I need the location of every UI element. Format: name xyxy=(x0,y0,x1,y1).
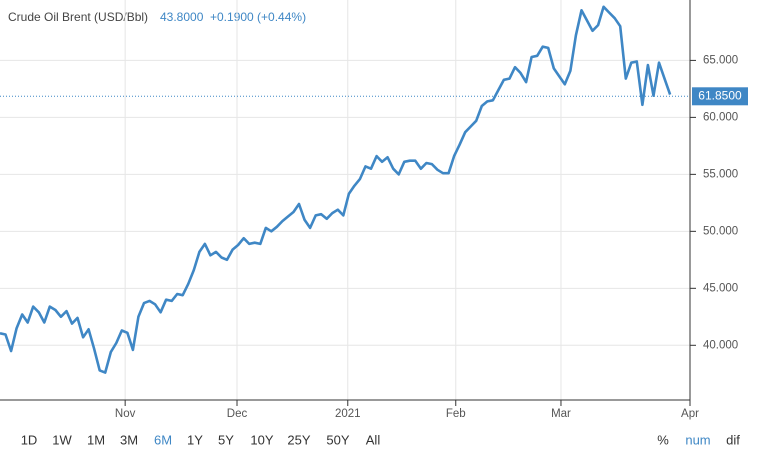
y-tick-label: 45.000 xyxy=(703,282,738,294)
range-button[interactable]: All xyxy=(366,432,381,447)
y-tick-label: 60.000 xyxy=(703,111,738,123)
y-tick-label: 55.000 xyxy=(703,168,738,180)
y-tick-label: 65.000 xyxy=(703,54,738,66)
mode-button[interactable]: num xyxy=(685,432,710,447)
mode-button[interactable]: dif xyxy=(726,432,740,447)
x-tick-label: 2021 xyxy=(335,408,361,420)
range-button[interactable]: 5Y xyxy=(218,432,234,447)
range-button[interactable]: 10Y xyxy=(250,432,273,447)
x-tick-label: Feb xyxy=(446,408,466,420)
price-line xyxy=(0,5,672,374)
chart-title: Crude Oil Brent (USD/Bbl) xyxy=(8,10,148,24)
change: +0.1900 (+0.44%) xyxy=(210,10,306,24)
range-button[interactable]: 3M xyxy=(120,432,138,447)
x-tick-label: Dec xyxy=(227,408,248,420)
range-button[interactable]: 1D xyxy=(21,432,38,447)
range-button[interactable]: 25Y xyxy=(287,432,310,447)
range-button[interactable]: 1M xyxy=(87,432,105,447)
last-price-box xyxy=(692,87,748,106)
range-button[interactable]: 1W xyxy=(52,432,72,447)
y-tick-label: 50.000 xyxy=(703,225,738,237)
last-price-label: 61.8500 xyxy=(698,88,742,102)
y-tick-label: 40.000 xyxy=(703,339,738,351)
range-button[interactable]: 6M xyxy=(154,432,172,447)
range-button[interactable]: 50Y xyxy=(326,432,349,447)
x-tick-label: Apr xyxy=(681,408,699,420)
range-button[interactable]: 1Y xyxy=(187,432,203,447)
mode-button[interactable]: % xyxy=(657,432,669,447)
x-tick-label: Mar xyxy=(551,408,571,420)
x-tick-label: Nov xyxy=(115,408,136,420)
price: 43.8000 xyxy=(160,10,204,24)
